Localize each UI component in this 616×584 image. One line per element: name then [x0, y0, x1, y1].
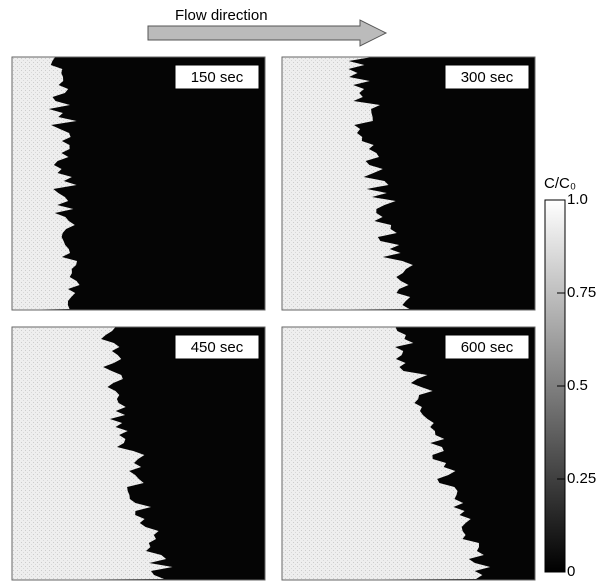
panel-border — [11, 326, 266, 581]
tracer-plume — [282, 327, 491, 580]
tracer-plume — [12, 57, 80, 310]
colorbar-tick-label: 0.5 — [567, 377, 588, 394]
colorbar-tick-label: 0 — [567, 563, 575, 580]
panel-border — [281, 326, 536, 581]
time-label: 300 sec — [461, 69, 514, 86]
time-label-box — [444, 64, 530, 90]
header-title: Flow direction — [175, 7, 268, 24]
colorbar-tick-label: 0.25 — [567, 470, 596, 487]
time-label-box — [174, 64, 260, 90]
panel-border — [281, 56, 536, 311]
tracer-plume — [282, 57, 413, 310]
colorbar-tick-label: 1.0 — [567, 191, 588, 208]
time-label: 450 sec — [191, 339, 244, 356]
panel-border — [11, 56, 266, 311]
time-label: 150 sec — [191, 69, 244, 86]
colorbar-title: C/C₀ — [544, 175, 576, 192]
colorbar-tick-label: 0.75 — [567, 284, 596, 301]
panels: 150 sec 300 sec 450 sec 600 sec — [11, 56, 536, 581]
time-label-box — [174, 334, 260, 360]
time-label: 600 sec — [461, 339, 514, 356]
tracer-plume — [12, 327, 173, 580]
time-label-box — [444, 334, 530, 360]
flow-arrow — [147, 19, 388, 47]
